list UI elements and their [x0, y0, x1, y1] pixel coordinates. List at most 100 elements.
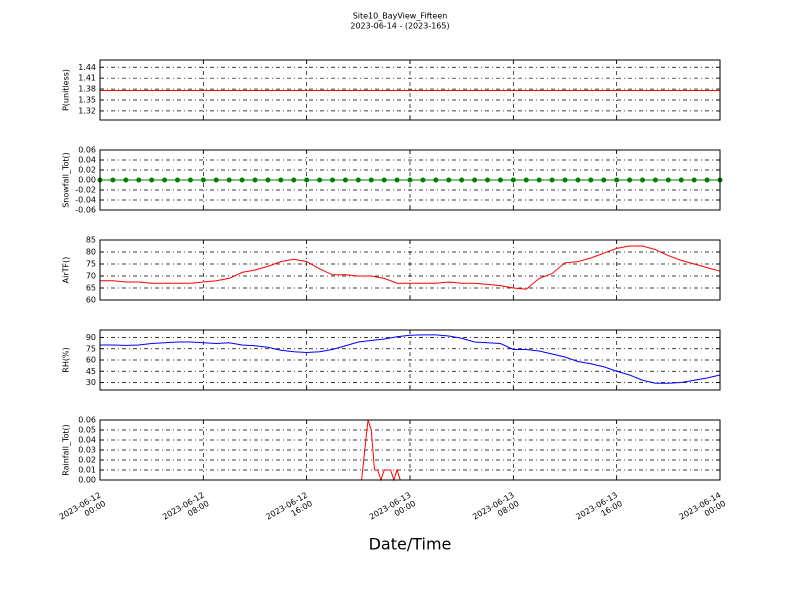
data-point	[652, 177, 658, 183]
data-point	[265, 177, 271, 183]
y-tick-label: 60	[86, 356, 96, 365]
data-point	[123, 177, 129, 183]
y-tick-label: 0.06	[78, 416, 96, 425]
y-tick-label: 75	[86, 260, 96, 269]
y-tick-label: 65	[86, 284, 96, 293]
data-point	[330, 177, 335, 183]
y-axis-label: P(unitless)	[62, 69, 71, 111]
data-point	[665, 177, 671, 183]
x-tick-label: 2023-06-1316:00	[574, 490, 624, 529]
y-tick-label: 30	[86, 378, 96, 387]
data-point	[149, 177, 155, 183]
y-tick-label: 70	[86, 272, 96, 281]
data-point	[588, 177, 594, 183]
data-point	[420, 177, 426, 183]
y-tick-label: 60	[86, 296, 96, 305]
y-tick-label: 80	[86, 248, 96, 257]
data-point	[523, 177, 529, 183]
data-line	[100, 419, 720, 482]
data-point	[614, 177, 620, 183]
y-axis-label: AirTF()	[62, 257, 71, 284]
y-tick-label: 0.02	[78, 456, 96, 465]
y-tick-label: -0.02	[75, 186, 96, 195]
plot-frame	[99, 419, 721, 481]
y-tick-label: 0.03	[78, 446, 96, 455]
x-axis-label: Date/Time	[369, 535, 452, 554]
y-tick-label: 1.41	[78, 74, 96, 83]
data-point	[381, 177, 387, 183]
y-tick-label: 1.35	[78, 96, 96, 105]
data-point	[110, 177, 116, 183]
data-point	[485, 177, 490, 183]
data-point	[252, 177, 258, 183]
y-tick-label: -0.04	[75, 196, 96, 205]
y-tick-label: 0.04	[78, 156, 96, 165]
y-tick-label: 85	[86, 236, 96, 245]
y-tick-label: 0.00	[78, 476, 96, 485]
data-point	[213, 177, 219, 183]
y-tick-label: 0.00	[78, 176, 96, 185]
data-point	[162, 177, 168, 183]
data-point	[175, 177, 180, 183]
data-point	[239, 177, 245, 183]
data-point	[304, 177, 310, 183]
y-tick-label: 0.05	[78, 426, 96, 435]
y-tick-label: 0.02	[78, 166, 96, 175]
plot-frame	[99, 59, 721, 121]
y-tick-label: 0.04	[78, 436, 96, 445]
data-line	[100, 334, 721, 384]
data-point	[317, 177, 323, 183]
data-point	[291, 177, 297, 183]
y-tick-label: 1.38	[78, 85, 96, 94]
x-tick-label: 2023-06-1208:00	[161, 490, 211, 529]
chart-subtitle: 2023-06-14 - (2023-165)	[350, 22, 449, 31]
x-tick-label: 2023-06-1400:00	[677, 490, 727, 529]
y-tick-label: 45	[86, 367, 96, 376]
data-point	[678, 177, 684, 183]
data-point	[575, 177, 581, 183]
data-point	[355, 177, 361, 183]
data-point	[497, 177, 503, 183]
y-axis-label: Snowfall_Tot()	[62, 152, 71, 208]
chart-title: Site10_BayView_Fifteen	[353, 12, 448, 21]
data-line	[100, 245, 721, 290]
y-tick-label: 1.32	[78, 106, 96, 115]
y-tick-label: 1.44	[78, 63, 96, 72]
data-point	[691, 177, 697, 183]
data-point	[704, 177, 710, 183]
y-tick-label: 0.06	[78, 146, 96, 155]
x-tick-label: 2023-06-1200:00	[57, 490, 107, 529]
x-tick-label: 2023-06-1216:00	[264, 490, 314, 529]
data-point	[510, 177, 516, 183]
data-point	[136, 177, 142, 183]
plot-frame	[99, 329, 721, 391]
y-axis-label: Rainfall_Tot()	[62, 424, 71, 476]
data-point	[226, 177, 232, 183]
data-point	[187, 177, 193, 183]
data-point	[627, 177, 633, 183]
y-tick-label: 0.01	[78, 466, 96, 475]
y-tick-label: -0.06	[75, 206, 96, 215]
data-point	[446, 177, 452, 183]
data-point	[549, 177, 555, 183]
y-axis-label: RH(%)	[62, 347, 71, 372]
data-point	[394, 177, 400, 183]
data-point	[407, 177, 413, 183]
x-tick-label: 2023-06-1308:00	[471, 490, 521, 529]
data-point	[640, 177, 645, 183]
data-point	[562, 177, 568, 183]
data-point	[472, 177, 478, 183]
y-tick-label: 75	[86, 344, 96, 353]
data-point	[200, 177, 206, 183]
data-point	[433, 177, 439, 183]
data-point	[459, 177, 465, 183]
plot-frame	[99, 149, 721, 211]
plot-frame	[99, 239, 721, 301]
data-point	[536, 177, 542, 183]
data-point	[278, 177, 284, 183]
data-point	[601, 177, 607, 183]
y-tick-label: 90	[86, 333, 96, 342]
x-tick-label: 2023-06-1300:00	[367, 490, 417, 529]
data-point	[368, 177, 374, 183]
